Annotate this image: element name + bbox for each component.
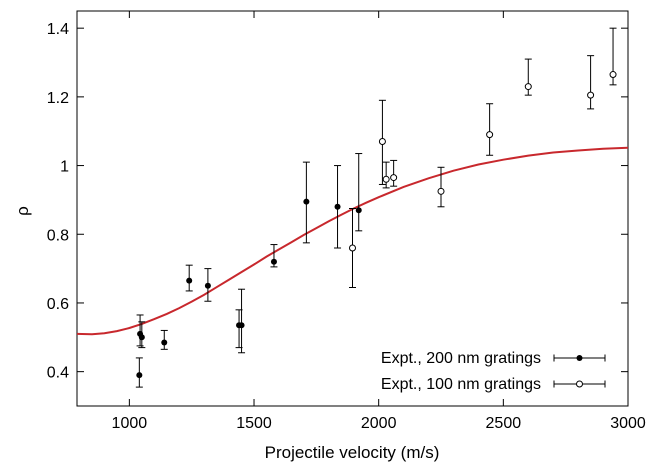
y-tick-label: 0.6 <box>47 296 69 313</box>
data-point-200nm <box>136 314 144 347</box>
x-tick-label: 3000 <box>610 415 646 432</box>
plot-frame <box>76 10 629 407</box>
data-point-100nm <box>587 55 595 110</box>
x-axis: 1000 1500 2000 2500 3000 <box>112 11 646 432</box>
x-tick-label: 1500 <box>236 415 272 432</box>
data-point-200nm <box>204 268 212 302</box>
data-point-200nm <box>270 244 278 268</box>
data-point-200nm <box>135 357 143 388</box>
data-point-100nm <box>486 103 494 156</box>
x-tick-label: 1000 <box>112 415 148 432</box>
y-axis-label: ρ <box>13 206 32 216</box>
x-tick-label: 2000 <box>361 415 397 432</box>
data-points <box>135 27 617 388</box>
y-axis: 0.4 0.6 0.8 1 1.2 1.4 <box>47 21 628 382</box>
legend-label-200nm: Expt., 200 nm gratings <box>381 350 541 367</box>
data-point-100nm <box>609 27 617 86</box>
data-point-100nm <box>390 159 398 187</box>
x-axis-label: Projectile velocity (m/s) <box>265 443 440 462</box>
data-point-100nm <box>437 166 445 208</box>
data-point-100nm <box>378 99 386 185</box>
y-tick-label: 1.4 <box>47 21 69 38</box>
data-point-200nm <box>138 321 146 349</box>
legend: Expt., 200 nm gratings Expt., 100 nm gra… <box>381 350 606 393</box>
y-tick-label: 1 <box>60 159 69 176</box>
data-point-100nm <box>382 161 390 189</box>
data-point-100nm <box>349 208 356 288</box>
fit-curve <box>76 146 629 336</box>
legend-label-100nm: Expt., 100 nm gratings <box>381 376 541 393</box>
data-point-200nm <box>160 329 168 350</box>
data-point-200nm <box>185 264 193 292</box>
y-tick-label: 1.2 <box>47 90 69 107</box>
x-tick-label: 2500 <box>486 415 522 432</box>
y-tick-label: 0.8 <box>47 227 69 244</box>
data-point-200nm <box>355 153 363 232</box>
data-point-100nm <box>524 58 532 96</box>
data-point-200nm <box>302 161 310 244</box>
data-point-200nm <box>334 165 342 249</box>
y-tick-label: 0.4 <box>47 365 69 382</box>
data-point-200nm <box>238 288 246 354</box>
legend-key-200nm <box>553 354 606 362</box>
legend-key-100nm <box>553 380 606 388</box>
